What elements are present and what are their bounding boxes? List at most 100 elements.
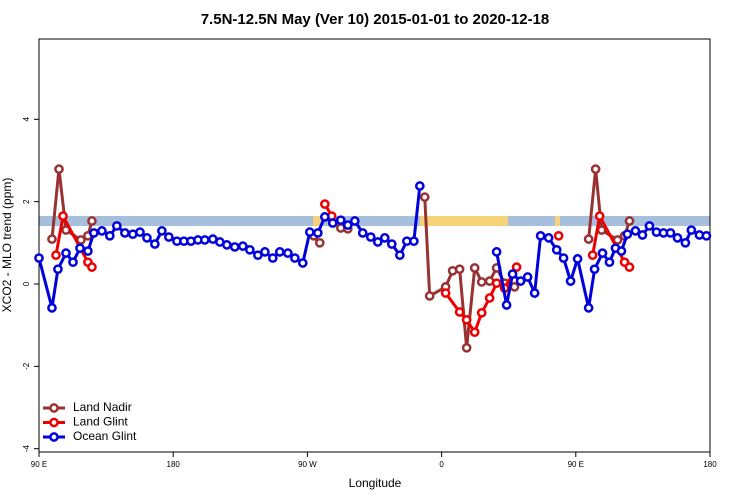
data-point xyxy=(394,250,405,261)
land-band xyxy=(420,216,508,226)
data-point xyxy=(58,211,68,221)
data-point xyxy=(644,221,655,231)
data-point xyxy=(47,234,57,244)
chart-title: 7.5N-12.5N May (Ver 10) 2015-01-01 to 20… xyxy=(201,11,550,28)
y-tick-label: 0 xyxy=(22,281,31,286)
data-point xyxy=(135,227,145,237)
data-point xyxy=(342,220,353,230)
data-point xyxy=(150,239,160,249)
data-point xyxy=(314,237,325,248)
data-point xyxy=(476,307,487,318)
y-tick-label: 4 xyxy=(22,117,31,122)
data-point xyxy=(75,243,85,254)
data-point xyxy=(583,234,594,244)
data-point xyxy=(572,254,583,264)
data-point xyxy=(476,277,487,287)
data-point xyxy=(229,242,240,252)
data-point xyxy=(157,226,167,236)
data-point xyxy=(199,235,210,245)
data-point xyxy=(440,288,451,298)
y-tick-label: 2 xyxy=(22,199,31,204)
data-point xyxy=(543,233,554,243)
data-point xyxy=(386,239,397,249)
data-point xyxy=(409,236,419,247)
data-point xyxy=(61,248,71,258)
legend-label: Ocean Glint xyxy=(73,429,137,443)
y-tick-label: -4 xyxy=(22,445,31,453)
plot-frame xyxy=(38,38,711,453)
x-tick-label: 90 W xyxy=(298,460,317,469)
data-point xyxy=(335,215,346,226)
data-point xyxy=(312,228,323,238)
data-point xyxy=(379,233,390,243)
data-point xyxy=(501,300,512,310)
data-point xyxy=(587,250,598,261)
data-point xyxy=(34,253,44,263)
data-point xyxy=(244,244,255,255)
data-point xyxy=(680,237,691,248)
data-point xyxy=(589,264,600,275)
data-point xyxy=(68,257,78,268)
data-point xyxy=(164,232,174,242)
data-point xyxy=(604,257,615,268)
series-line xyxy=(37,185,707,309)
data-point xyxy=(454,264,465,275)
data-point xyxy=(260,247,270,257)
legend-marker xyxy=(49,417,59,428)
legend-label: Land Nadir xyxy=(73,400,132,414)
data-point xyxy=(372,237,383,247)
data-point xyxy=(511,262,522,272)
data-point xyxy=(558,253,569,263)
data-point xyxy=(304,227,315,237)
data-point xyxy=(454,307,465,317)
data-point xyxy=(507,269,518,279)
data-point xyxy=(553,230,564,241)
data-point xyxy=(424,291,435,301)
data-point xyxy=(222,240,232,250)
ocean-band xyxy=(39,216,710,226)
data-point xyxy=(319,212,330,222)
land-band xyxy=(313,216,321,226)
data-point xyxy=(357,228,368,238)
data-point xyxy=(461,342,472,353)
data-point xyxy=(419,192,430,202)
data-point xyxy=(290,253,300,263)
y-tick-label: -2 xyxy=(22,362,31,370)
data-point xyxy=(53,264,63,275)
x-axis-label: Longitude xyxy=(349,476,402,490)
legend-marker xyxy=(49,432,59,442)
data-point xyxy=(491,278,502,289)
data-point xyxy=(594,211,605,221)
data-point xyxy=(83,246,93,256)
data-point xyxy=(630,226,641,236)
data-point xyxy=(142,233,152,243)
data-point xyxy=(274,247,285,257)
data-point xyxy=(469,327,480,338)
data-point xyxy=(267,253,278,263)
data-point xyxy=(551,244,562,255)
data-point xyxy=(637,230,648,240)
data-point xyxy=(111,221,122,231)
data-point xyxy=(461,314,472,325)
data-point xyxy=(484,293,495,303)
y-axis-label: XCO2 - MLO trend (ppm) xyxy=(0,178,14,313)
data-point xyxy=(616,246,627,256)
data-point xyxy=(283,248,293,258)
data-point xyxy=(469,263,480,273)
data-point xyxy=(327,218,338,228)
data-point xyxy=(414,181,425,191)
data-point xyxy=(51,250,61,261)
data-point xyxy=(319,199,330,209)
series-line xyxy=(54,203,631,336)
data-point xyxy=(47,303,57,313)
x-tick-label: 0 xyxy=(439,460,444,469)
data-point xyxy=(97,226,107,236)
x-tick-label: 180 xyxy=(167,460,181,469)
data-point xyxy=(701,230,712,241)
series-line xyxy=(50,168,631,348)
data-point xyxy=(529,288,540,298)
x-tick-label: 180 xyxy=(703,460,717,469)
data-point xyxy=(515,276,526,286)
data-point xyxy=(89,228,99,238)
